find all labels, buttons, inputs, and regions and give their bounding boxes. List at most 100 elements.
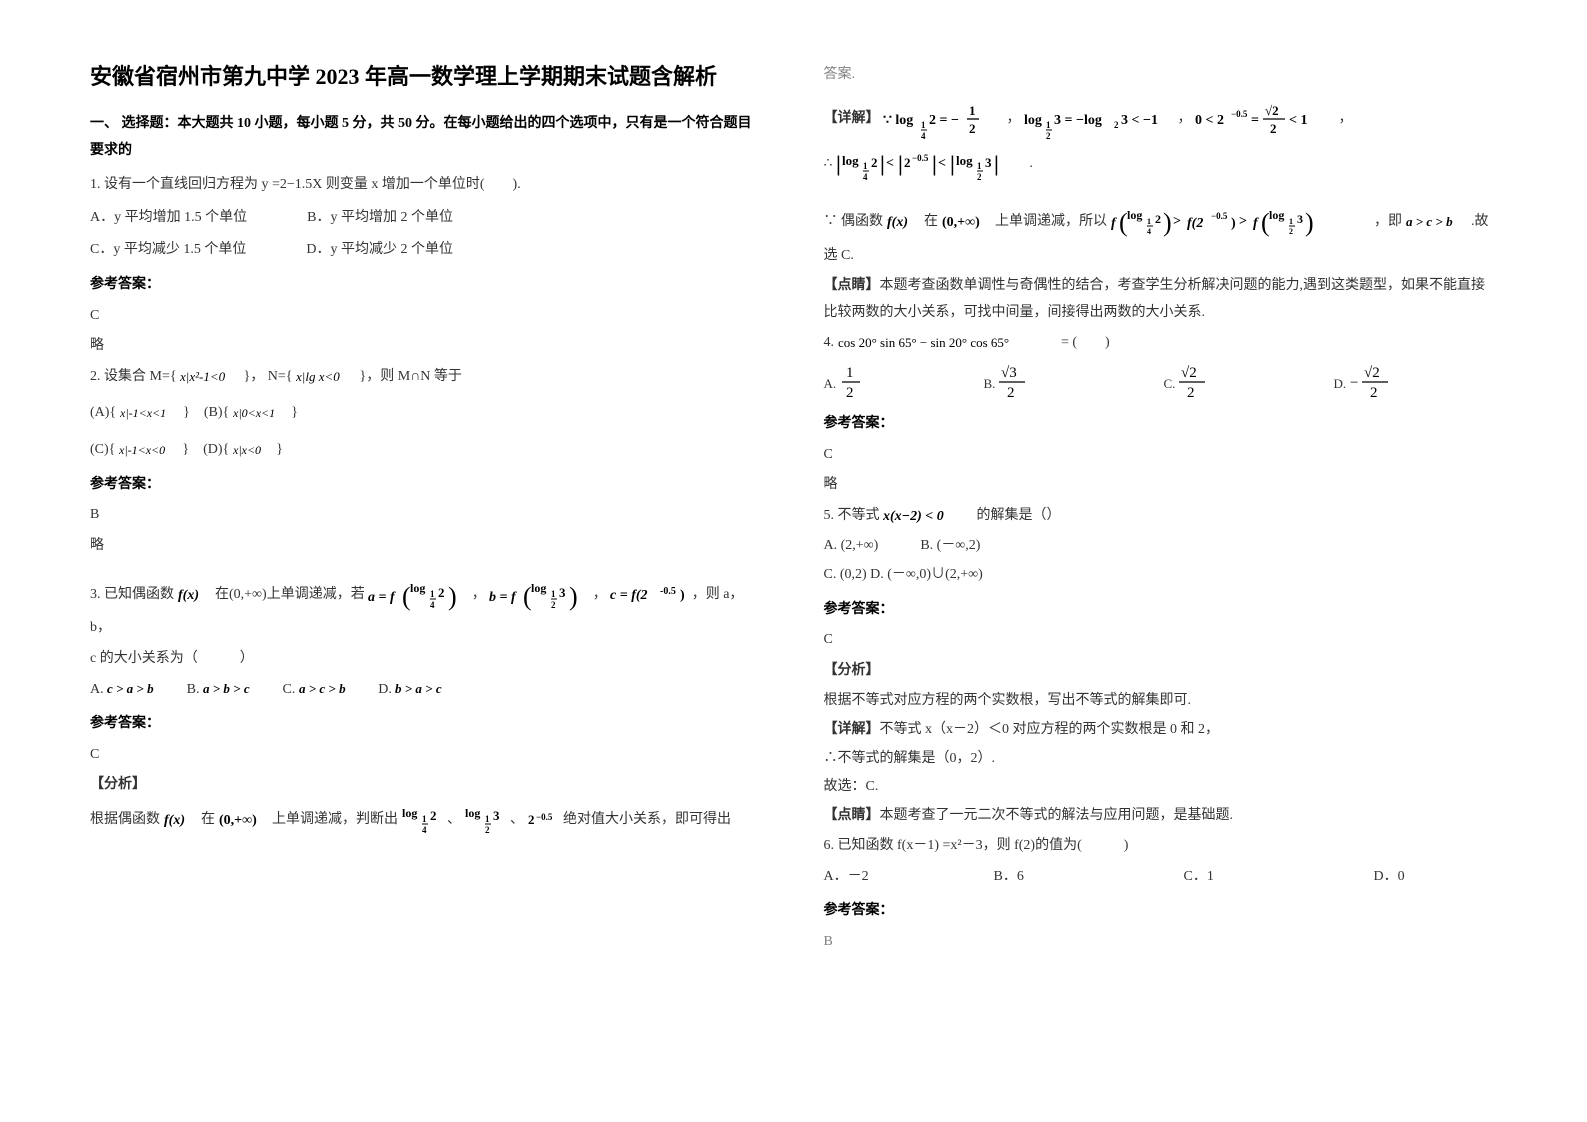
svg-text:(0,+∞): (0,+∞) <box>942 215 980 230</box>
svg-text:log: log <box>402 806 417 820</box>
q2-opt-a-suf: } (B){ <box>183 405 233 420</box>
r-point-text: 本题考查函数单调性与奇偶性的结合，考查学生分析解决问题的能力,遇到这类题型，如果… <box>824 278 1486 320</box>
q5-point-label: 【点睛】 <box>824 808 880 823</box>
q2-stem-b: }， N={ <box>244 369 296 384</box>
q3-opt-b-icon: a > b > c <box>203 682 265 696</box>
svg-text:1: 1 <box>846 365 854 381</box>
svg-text:3: 3 <box>559 585 566 600</box>
q4-stem-a: 4. <box>824 335 838 350</box>
q5-opt-cd: C. (0,2) D. (－∞,0)∪(2,+∞) <box>824 562 1498 589</box>
svg-text:|: | <box>932 151 937 176</box>
q5-pt-text: 本题考查了一元二次不等式的解法与应用问题，是基础题. <box>880 808 1234 823</box>
svg-text:|: | <box>836 151 841 176</box>
q2-row1: (A){ x|-1<x<1 } (B){ x|0<x<1 } <box>90 400 764 427</box>
left-column: 安徽省宿州市第九中学 2023 年高一数学理上学期期末试题含解析 一、 选择题：… <box>90 60 764 958</box>
svg-text:2: 2 <box>1187 385 1195 401</box>
fx2-icon: f(x) <box>164 811 198 829</box>
q2b-icon: x|0<x<1 <box>233 405 288 421</box>
q2-row2: (C){ x|-1<x<0 } (D){ x|x<0 } <box>90 437 764 464</box>
q2-opt-b-suf: } <box>291 405 298 420</box>
svg-text:log: log <box>1024 113 1042 128</box>
q5-sel: 故选：C. <box>824 774 1498 801</box>
q3-b-pre: B. <box>173 682 203 697</box>
svg-text:|: | <box>994 151 999 176</box>
svg-text:|: | <box>880 151 885 176</box>
q4-opt-b-icon: √32 <box>999 363 1033 401</box>
svg-text:f(2: f(2 <box>1187 216 1203 231</box>
svg-text:x|x²-1<0: x|x²-1<0 <box>180 369 226 384</box>
q3-stem: 3. 已知偶函数 f(x) 在(0,+∞)上单调递减，若 a = f( log1… <box>90 575 764 642</box>
q3-opt-a-icon: c > a > b <box>107 682 169 696</box>
svg-text:x|0<x<1: x|0<x<1 <box>233 406 275 420</box>
q1-row2: C．y 平均减少 1.5 个单位 D．y 平均减少 2 个单位 <box>90 237 764 264</box>
q3-d-pre: D. <box>364 682 395 697</box>
svg-text:<: < <box>886 156 894 171</box>
q3-analysis-label: 【分析】 <box>90 772 764 799</box>
q5-detail-label: 【详解】 <box>824 722 880 737</box>
svg-text:): ) <box>569 582 578 611</box>
svg-text:−0.5: −0.5 <box>912 153 929 163</box>
svg-text:1: 1 <box>969 103 976 118</box>
q1-opt-a: A．y 平均增加 1.5 个单位 <box>90 205 247 232</box>
q5-opt-b: B. (－∞,2) <box>920 538 980 553</box>
svg-text:1: 1 <box>921 120 926 130</box>
section-1-heading: 一、 选择题：本大题共 10 小题，每小题 5 分，共 50 分。在每小题给出的… <box>90 111 764 164</box>
detail-eq1-icon: ∵ log14 2 = −12 <box>883 99 1003 139</box>
svg-text:x|-1<x<0: x|-1<x<0 <box>119 443 165 457</box>
r-l2a: ∴ <box>824 156 836 171</box>
q4-answer-label: 参考答案： <box>824 411 1498 438</box>
q1-abbr: 略 <box>90 333 764 360</box>
q5-opt-a: A. (2,+∞) <box>824 538 879 553</box>
detail-eq2-icon: log12 3 = −log23 < −1 <box>1024 99 1174 139</box>
svg-text:=: = <box>1251 113 1259 128</box>
svg-text:−0.5: −0.5 <box>536 812 553 822</box>
svg-text:c > a > b: c > a > b <box>107 682 154 696</box>
svg-text:): ) <box>1163 208 1172 237</box>
q4-opt-a-icon: 12 <box>840 363 866 401</box>
q2c-icon: x|-1<x<0 <box>119 442 179 458</box>
svg-text:2: 2 <box>846 385 854 401</box>
q3-stem-d: ， <box>593 588 607 603</box>
svg-text:−: − <box>1350 375 1358 391</box>
svg-text:2: 2 <box>1114 120 1119 130</box>
q4-lab-c: C. <box>1164 372 1176 401</box>
q3-stem-f: c 的大小关系为（ ） <box>90 646 764 673</box>
r-d-t2: ， <box>1178 111 1192 126</box>
svg-text:2: 2 <box>871 155 878 170</box>
q3-c-pre: C. <box>268 682 298 697</box>
svg-text:−0.5: −0.5 <box>1231 109 1248 119</box>
r-ev-a: ∵ 偶函数 <box>824 214 884 229</box>
svg-text:|: | <box>898 151 903 176</box>
q2-opt-c-suf: } (D){ <box>182 442 232 457</box>
q4-lab-b: B. <box>984 372 996 401</box>
svg-text:1: 1 <box>422 814 427 824</box>
svg-text:4: 4 <box>863 172 868 182</box>
f-ineq-icon: f( log142 ) > f(2−0.5) > f( log123 ) <box>1111 201 1371 243</box>
r-l2b: . <box>1029 156 1033 171</box>
q5-row1: A. (2,+∞) B. (－∞,2) <box>824 533 1498 560</box>
svg-text:2: 2 <box>1289 227 1293 236</box>
svg-text:−0.5: −0.5 <box>1211 211 1228 221</box>
set-n-cond-icon: x|lg x<0 <box>296 368 356 386</box>
q6-answer-label: 参考答案： <box>824 898 1498 925</box>
q6-opt-a: A．－2 <box>824 864 994 891</box>
q4-abbr: 略 <box>824 472 1498 499</box>
r-d-t1: ， <box>1007 111 1021 126</box>
q5-det-text: 不等式 x（x－2）＜0 对应方程的两个实数根是 0 和 2， <box>880 722 1220 737</box>
q3-options: A. c > a > b B. a > b > c C. a > c > b D… <box>90 677 764 704</box>
q5-det: 【详解】不等式 x（x－2）＜0 对应方程的两个实数根是 0 和 2， <box>824 717 1498 744</box>
svg-text:3: 3 <box>493 808 500 823</box>
detail-eq3-icon: 0 < 2−0.5= √22 < 1 <box>1195 99 1335 139</box>
q4-opt-c-icon: √22 <box>1179 363 1213 401</box>
svg-text:log: log <box>1127 208 1142 222</box>
q3-stem-c: ， <box>472 588 486 603</box>
a-eq-icon: a = f( log14 2) <box>368 575 468 615</box>
q2d-icon: x|x<0 <box>233 442 273 458</box>
q5-det2: ∴不等式的解集是（0，2）. <box>824 746 1498 773</box>
svg-text:1: 1 <box>1046 120 1051 130</box>
svg-text:2: 2 <box>528 812 535 827</box>
q3-stem-b: 在(0,+∞)上单调递减，若 <box>215 588 365 603</box>
svg-text:(0,+∞): (0,+∞) <box>219 813 257 828</box>
r-d-t3: ， <box>1339 111 1353 126</box>
q3-answer-label: 参考答案： <box>90 711 764 738</box>
